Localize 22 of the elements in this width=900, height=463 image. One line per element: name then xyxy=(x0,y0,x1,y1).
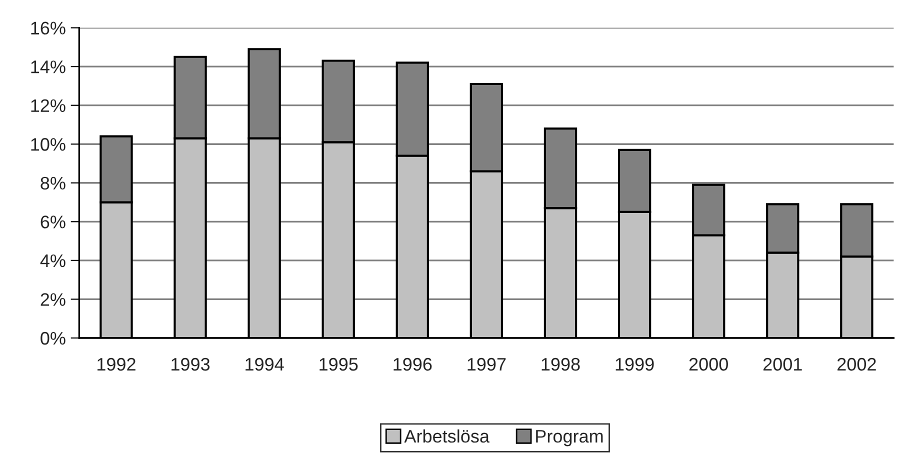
x-tick-label: 2001 xyxy=(763,358,802,371)
x-tick-label: 1992 xyxy=(98,358,136,371)
y-tick-label: 14% xyxy=(31,60,66,74)
x-tick-label: 2000 xyxy=(689,358,728,371)
x-tick-label: 1993 xyxy=(172,358,210,371)
legend-label: Arbetslösa xyxy=(404,429,490,443)
y-tick-label: 10% xyxy=(31,138,66,151)
x-tick-label: 1996 xyxy=(394,358,432,371)
y-tick-label: 8% xyxy=(40,176,66,190)
x-tick-label: 1997 xyxy=(468,358,506,371)
x-tick-label: 1998 xyxy=(542,358,580,371)
y-tick-label: 16% xyxy=(31,22,66,34)
x-tick-label: 2002 xyxy=(838,358,876,371)
x-tick-label: 1994 xyxy=(246,358,284,371)
y-tick-label: 2% xyxy=(40,293,66,306)
y-tick-label: 4% xyxy=(40,254,66,268)
y-tick-label: 12% xyxy=(31,99,66,112)
y-tick-label: 0% xyxy=(40,332,66,345)
y-tick-label: 6% xyxy=(40,216,66,228)
legend-label: Program xyxy=(536,430,603,446)
x-tick-label: 1999 xyxy=(616,358,654,371)
x-tick-label: 1995 xyxy=(320,358,358,371)
